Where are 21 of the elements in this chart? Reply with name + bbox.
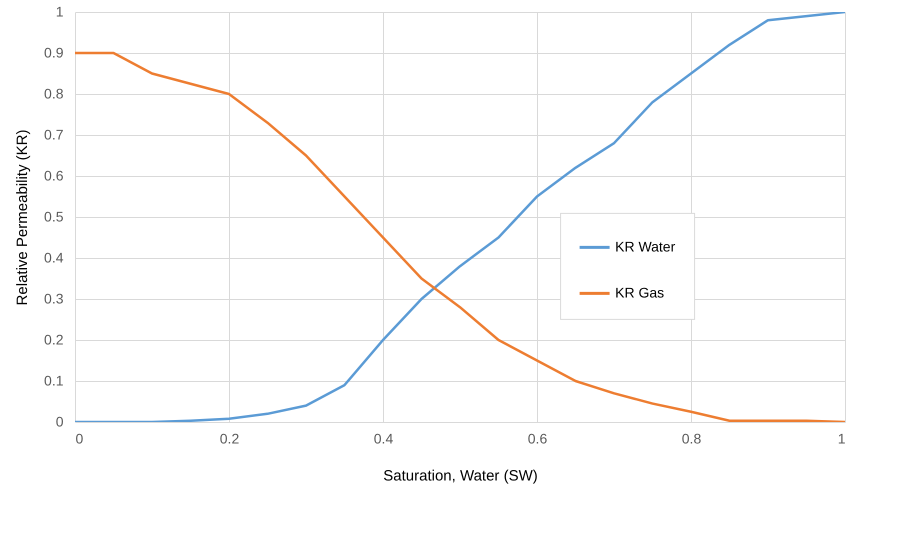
y-tick-label: 0.3 (44, 290, 64, 306)
y-tick-label: 0.8 (44, 86, 64, 102)
y-tick-label: 0.2 (44, 332, 64, 348)
x-tick-label: 0 (76, 430, 84, 446)
x-axis-title: Saturation, Water (SW) (383, 468, 538, 484)
legend-label: KR Water (615, 238, 676, 254)
y-tick-label: 0.6 (44, 168, 64, 184)
x-tick-label: 0.2 (220, 430, 240, 446)
y-tick-label: 0.9 (44, 44, 64, 60)
y-tick-label: 0.5 (44, 208, 64, 224)
x-tick-label: 0.8 (682, 430, 702, 446)
legend-label: KR Gas (615, 284, 664, 300)
x-tick-label: 0.4 (374, 430, 394, 446)
y-axis-title: Relative Permeability (KR) (14, 130, 32, 306)
y-tick-label: 0 (56, 414, 64, 430)
y-tick-label: 0.4 (44, 250, 64, 266)
x-tick-label: 0.6 (528, 430, 548, 446)
y-tick-label: 0.7 (44, 126, 64, 142)
x-tick-label: 1 (838, 430, 846, 446)
y-tick-label: 1 (56, 4, 64, 20)
y-tick-label: 0.1 (44, 372, 64, 388)
